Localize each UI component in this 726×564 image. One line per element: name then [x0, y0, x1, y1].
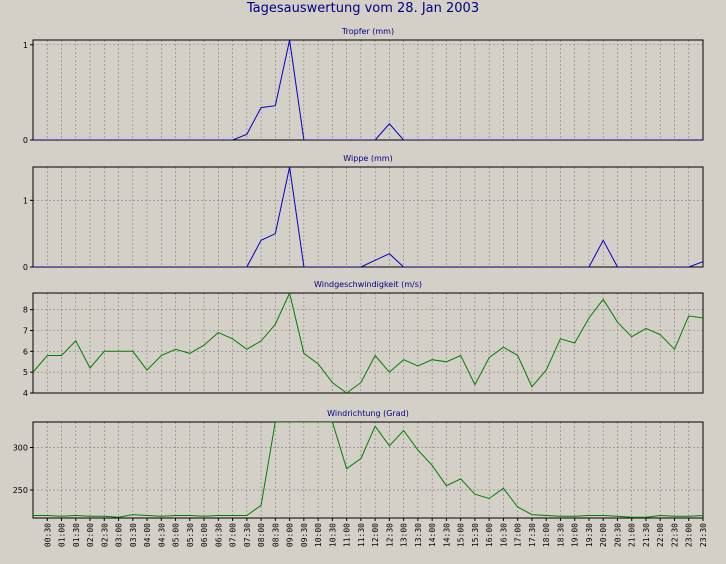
- xtick-label: 03:30: [129, 523, 138, 547]
- xtick-label: 16:30: [499, 523, 508, 547]
- chart1-ytick-label: 0: [23, 136, 28, 145]
- xtick-label: 12:00: [371, 523, 380, 547]
- xtick-label: 13:00: [400, 523, 409, 547]
- xtick-label: 09:30: [300, 523, 309, 547]
- xtick-label: 19:30: [585, 523, 594, 547]
- xtick-label: 14:00: [428, 523, 437, 547]
- xtick-label: 06:30: [214, 523, 223, 547]
- chart3-title: Windgeschwindigkeit (m/s): [314, 280, 422, 289]
- xtick-label: 17:00: [514, 523, 523, 547]
- chart1-plot-area: [33, 40, 703, 140]
- xtick-label: 14:30: [442, 523, 451, 547]
- xtick-label: 21:30: [642, 523, 651, 547]
- chart3-ytick-label: 4: [23, 389, 28, 398]
- xtick-label: 04:30: [157, 523, 166, 547]
- chart2-title: Wippe (mm): [343, 154, 392, 163]
- xtick-label: 20:00: [599, 523, 608, 547]
- xtick-label: 02:30: [100, 523, 109, 547]
- xtick-label: 11:00: [343, 523, 352, 547]
- chart1-title: Tropfer (mm): [341, 27, 394, 36]
- chart2-plot-area: [33, 167, 703, 267]
- xtick-label: 08:30: [271, 523, 280, 547]
- xtick-label: 23:00: [685, 523, 694, 547]
- xtick-label: 08:00: [257, 523, 266, 547]
- xtick-label: 18:00: [542, 523, 551, 547]
- xtick-label: 05:30: [186, 523, 195, 547]
- xtick-label: 00:30: [43, 523, 52, 547]
- xtick-label: 22:00: [656, 523, 665, 547]
- chart3-ytick-label: 7: [23, 327, 28, 336]
- xtick-label: 20:30: [613, 523, 622, 547]
- xtick-label: 07:00: [229, 523, 238, 547]
- xtick-label: 11:30: [357, 523, 366, 547]
- xtick-label: 01:00: [58, 523, 67, 547]
- xtick-label: 06:00: [200, 523, 209, 547]
- xtick-label: 23:30: [699, 523, 708, 547]
- xtick-label: 02:00: [86, 523, 95, 547]
- xtick-label: 07:30: [243, 523, 252, 547]
- chart2-ytick-label: 0: [23, 263, 28, 272]
- xtick-label: 09:00: [286, 523, 295, 547]
- chart3-frame: [32, 292, 704, 394]
- xtick-label: 15:30: [471, 523, 480, 547]
- xtick-label: 21:00: [628, 523, 637, 547]
- chart2-series-line: [33, 167, 703, 267]
- xtick-label: 17:30: [528, 523, 537, 547]
- chart3-series-line: [33, 293, 703, 393]
- xtick-label: 19:00: [571, 523, 580, 547]
- xtick-label: 15:00: [457, 523, 466, 547]
- chart4-plot-area: [33, 422, 703, 518]
- page-title: Tagesauswertung vom 28. Jan 2003: [246, 1, 480, 16]
- chart1-ytick-label: 1: [23, 41, 28, 50]
- chart3-ytick-label: 8: [23, 306, 28, 315]
- xtick-label: 16:00: [485, 523, 494, 547]
- xtick-label: 04:00: [143, 523, 152, 547]
- xtick-label: 10:00: [314, 523, 323, 547]
- xtick-label: 03:00: [115, 523, 124, 547]
- chart3-ytick-label: 6: [23, 347, 28, 356]
- xtick-label: 12:30: [385, 523, 394, 547]
- xtick-label: 22:30: [670, 523, 679, 547]
- xtick-label: 18:30: [556, 523, 565, 547]
- chart2-frame: [32, 166, 704, 268]
- chart3-ytick-label: 5: [23, 368, 28, 377]
- xtick-label: 05:00: [172, 523, 181, 547]
- chart4-title: Windrichtung (Grad): [327, 409, 409, 418]
- chart4-ytick-label: 300: [13, 443, 28, 452]
- xtick-label: 10:30: [328, 523, 337, 547]
- xtick-label: 01:30: [72, 523, 81, 547]
- chart3-plot-area: [33, 293, 703, 393]
- chart4-ytick-label: 250: [13, 486, 28, 495]
- xtick-label: 13:30: [414, 523, 423, 547]
- chart4-frame: [32, 421, 704, 519]
- chart2-ytick-label: 1: [23, 196, 28, 205]
- chart4-series-line: [33, 422, 703, 518]
